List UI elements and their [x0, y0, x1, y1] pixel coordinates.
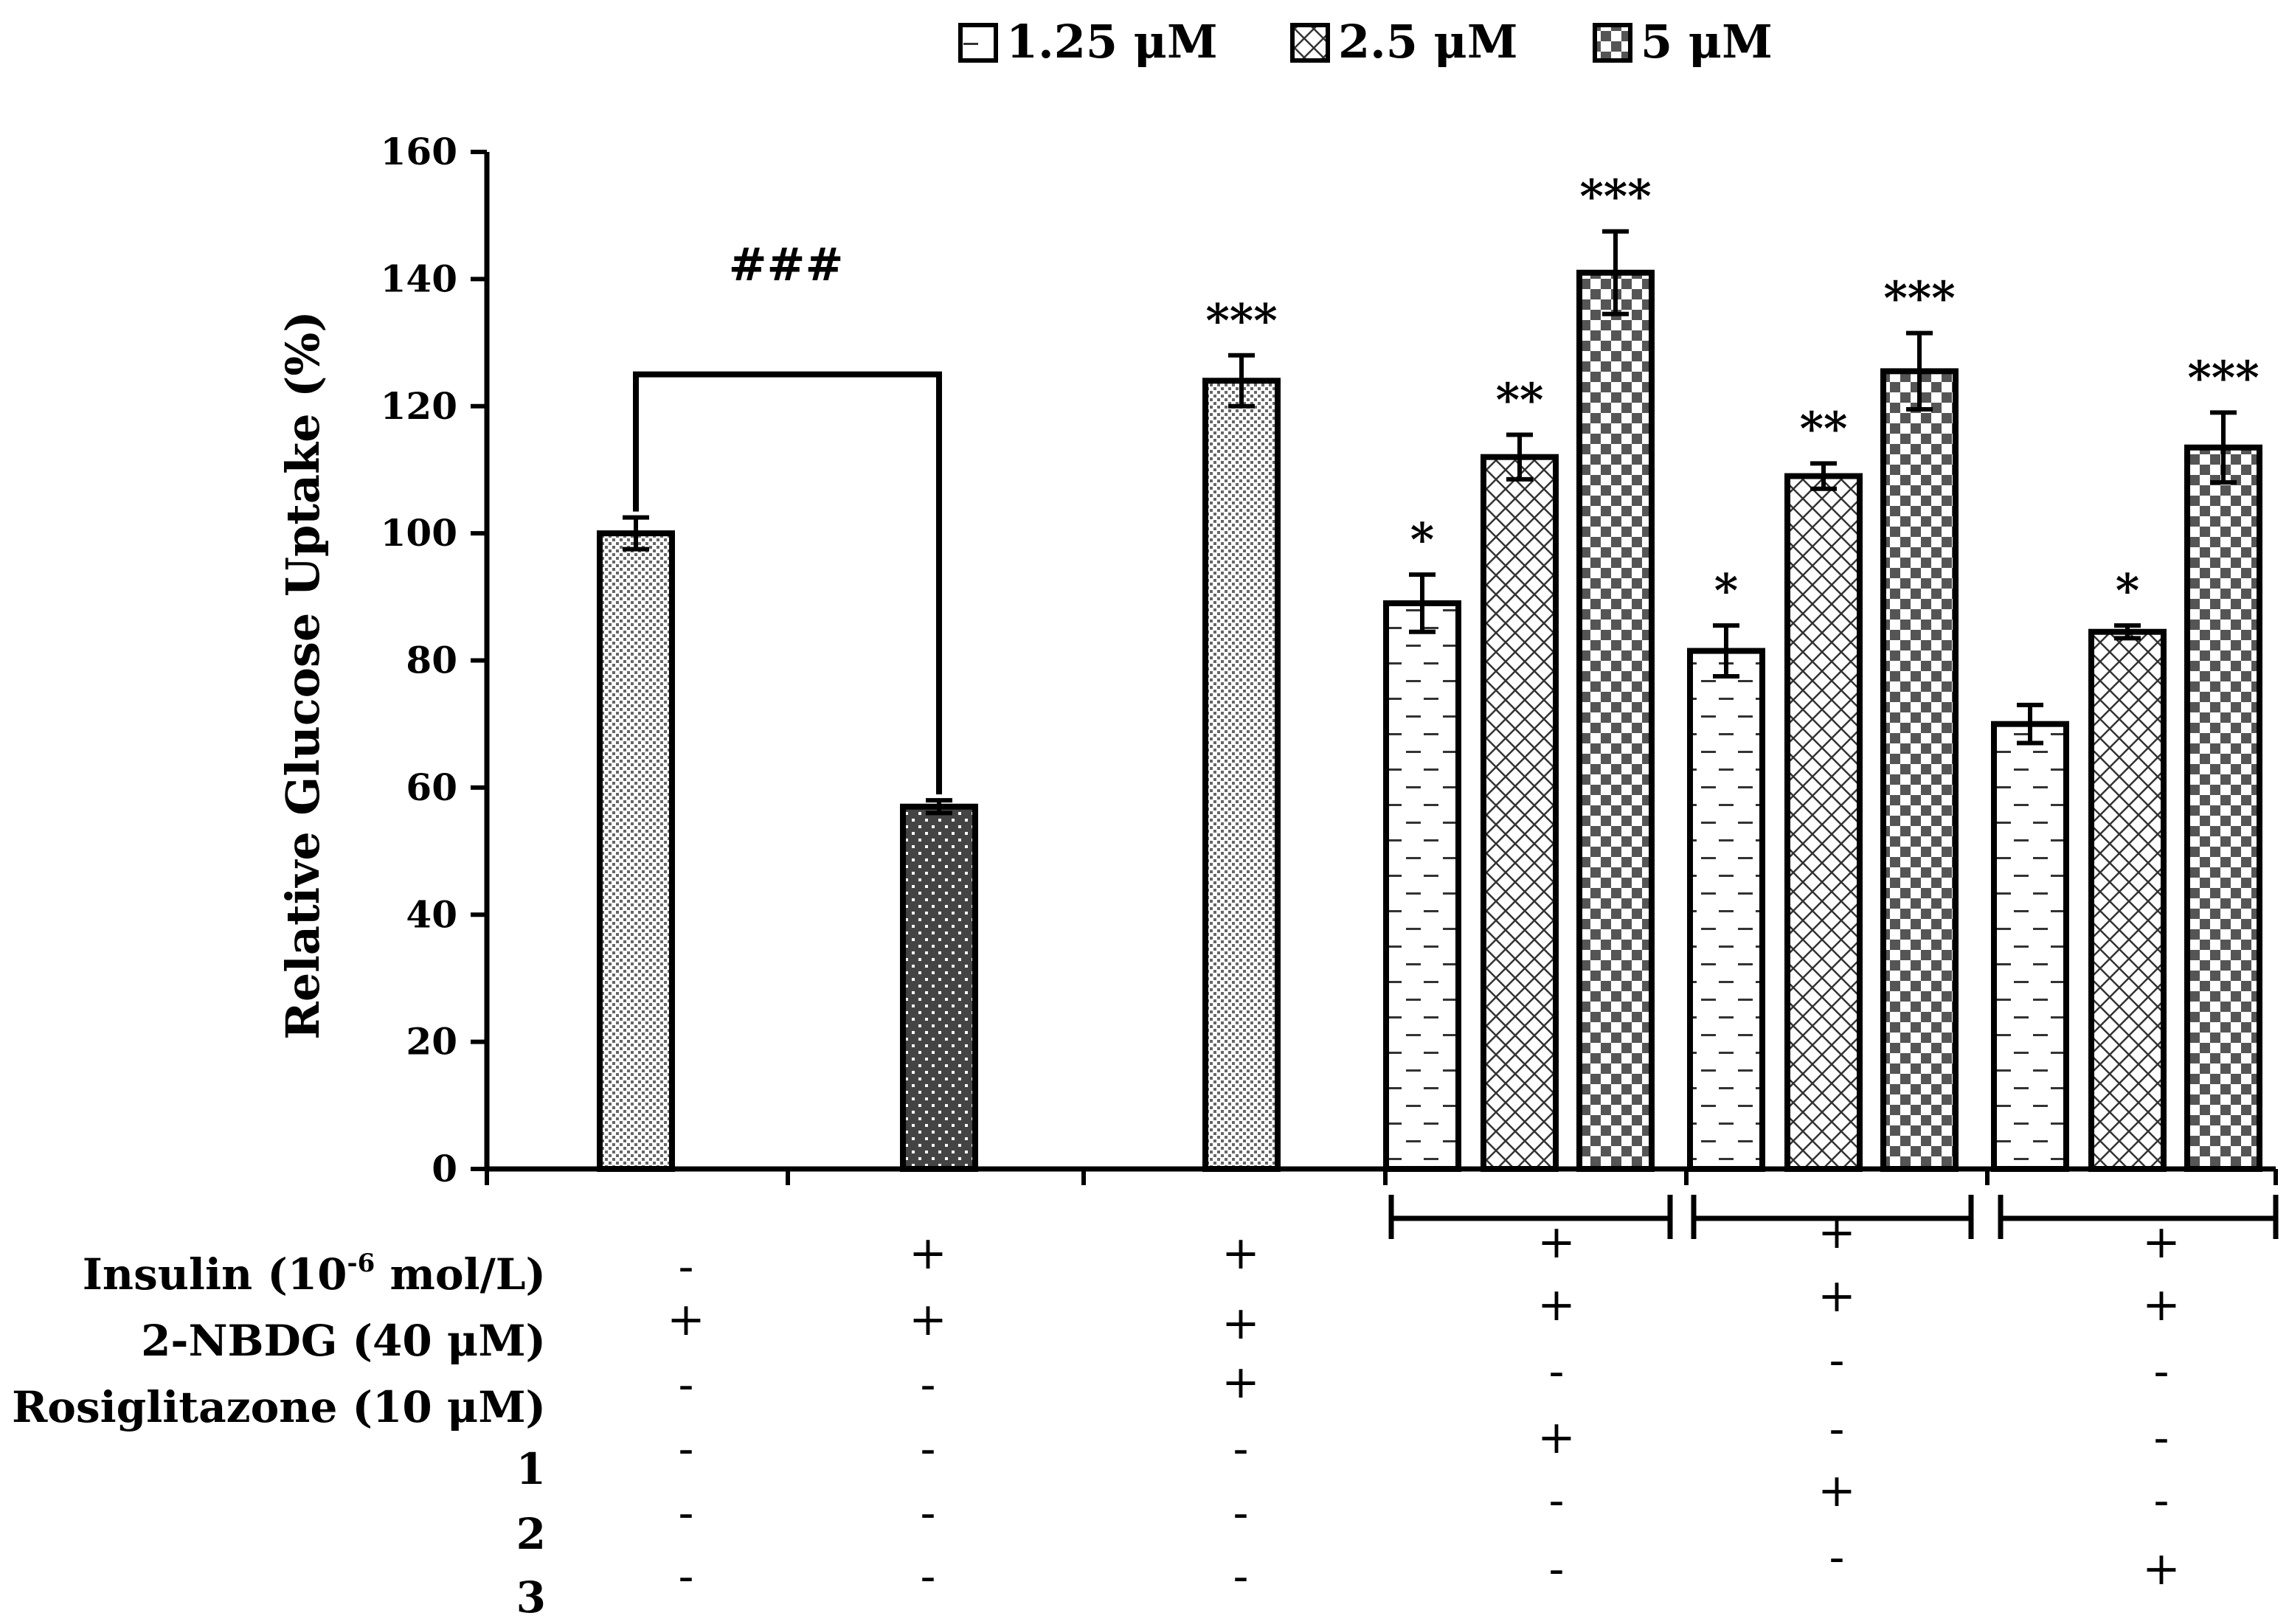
- significance-label: ***: [1579, 170, 1651, 223]
- condition-cell: -: [921, 1485, 936, 1539]
- condition-cell: -: [679, 1485, 694, 1539]
- condition-cell: -: [679, 1549, 694, 1603]
- significance-label: **: [1800, 401, 1848, 455]
- condition-cell: +: [1222, 1226, 1260, 1280]
- condition-cell: -: [921, 1357, 936, 1411]
- condition-cell: -: [1233, 1421, 1249, 1475]
- condition-cell: +: [1537, 1215, 1576, 1269]
- condition-table: Insulin (10-6 mol/L) - + + + + +2-NBDG (40 μM)…: [12, 1205, 2181, 1623]
- annotations: *******************###: [633, 170, 2259, 795]
- condition-cell: -: [921, 1549, 936, 1603]
- condition-cell: -: [679, 1421, 694, 1475]
- condition-cell: -: [1829, 1401, 1845, 1455]
- condition-cell: +: [1818, 1463, 1856, 1517]
- condition-cell: -: [1233, 1485, 1249, 1539]
- axes: 0 20 40 60 80 100 120 140 160 Relative Glucose Up…: [276, 130, 2279, 1239]
- bar: [1784, 473, 1863, 1172]
- condition-cell: +: [1222, 1355, 1260, 1409]
- condition-cell: +: [1537, 1277, 1576, 1331]
- condition-row-label: Rosiglitazone (10 μM): [12, 1382, 546, 1432]
- condition-cell: +: [2142, 1215, 2181, 1269]
- condition-cell: -: [1233, 1549, 1249, 1603]
- condition-cell: -: [1549, 1344, 1565, 1398]
- significance-label: *: [2116, 563, 2139, 617]
- condition-cell: -: [1549, 1473, 1565, 1527]
- significance-label: **: [1496, 373, 1544, 427]
- bar: [597, 530, 675, 1172]
- significance-label: ***: [1883, 271, 1955, 325]
- bar: [2088, 628, 2167, 1172]
- condition-cell: -: [2154, 1410, 2169, 1464]
- legend-label: 2.5 μM: [1338, 15, 1517, 69]
- condition-cell: +: [909, 1226, 947, 1280]
- condition-cell: +: [1537, 1410, 1576, 1464]
- legend: 1.25 μM 2.5 μM 5 μM: [958, 15, 1773, 69]
- y-tick-label: 0: [432, 1147, 457, 1190]
- condition-cell: +: [2142, 1541, 2181, 1595]
- comparison-label: ###: [729, 237, 844, 291]
- significance-label: *: [1714, 563, 1738, 617]
- significance-label: ***: [2187, 350, 2259, 404]
- bar: [900, 803, 978, 1172]
- y-tick-label: 80: [406, 639, 457, 682]
- bar: [1383, 600, 1461, 1172]
- legend-swatch: [1593, 23, 1632, 63]
- y-axis-title: Relative Glucose Uptake (%): [276, 310, 330, 1039]
- condition-cell: -: [679, 1239, 694, 1293]
- y-tick-label: 60: [406, 766, 457, 809]
- condition-cell: +: [1222, 1296, 1260, 1350]
- y-tick-label: 40: [406, 892, 457, 936]
- condition-cell: -: [1829, 1530, 1845, 1583]
- condition-cell: +: [1818, 1205, 1856, 1259]
- condition-cell: -: [1549, 1541, 1565, 1595]
- y-tick-label: 120: [381, 384, 457, 428]
- bar: [1576, 269, 1655, 1173]
- condition-cell: +: [1818, 1269, 1856, 1322]
- condition-cell: -: [679, 1357, 694, 1411]
- condition-cell: +: [909, 1292, 947, 1346]
- y-tick-label: 160: [381, 130, 457, 173]
- condition-row-label: Insulin (10-6 mol/L): [83, 1249, 546, 1299]
- legend-swatch: [958, 23, 998, 63]
- y-tick-label: 100: [381, 511, 457, 555]
- condition-row-label: 1: [516, 1444, 546, 1494]
- bars: [597, 229, 2262, 1173]
- significance-label: ***: [1205, 294, 1277, 347]
- condition-row-label: 2: [516, 1509, 546, 1559]
- y-tick-label: 140: [381, 257, 457, 300]
- condition-cell: -: [921, 1421, 936, 1475]
- condition-cell: -: [2154, 1473, 2169, 1527]
- bar: [1880, 368, 1959, 1172]
- condition-cell: -: [1829, 1333, 1845, 1387]
- condition-cell: +: [667, 1292, 705, 1346]
- legend-swatch: [1290, 23, 1330, 63]
- bar: [1481, 454, 1559, 1172]
- significance-label: *: [1410, 513, 1434, 566]
- comparison-bracket: [633, 371, 942, 795]
- condition-row-label: 3: [516, 1572, 546, 1623]
- legend-label: 5 μM: [1641, 15, 1773, 69]
- legend-label: 1.25 μM: [1006, 15, 1218, 69]
- condition-row-label: 2-NBDG (40 μM): [141, 1316, 546, 1366]
- bar: [2184, 444, 2262, 1172]
- bar: [1202, 378, 1281, 1172]
- condition-cell: -: [2154, 1344, 2169, 1398]
- y-tick-label: 20: [406, 1020, 457, 1063]
- bar: [1687, 648, 1765, 1172]
- bar: [1991, 721, 2069, 1172]
- condition-cell: +: [2142, 1277, 2181, 1331]
